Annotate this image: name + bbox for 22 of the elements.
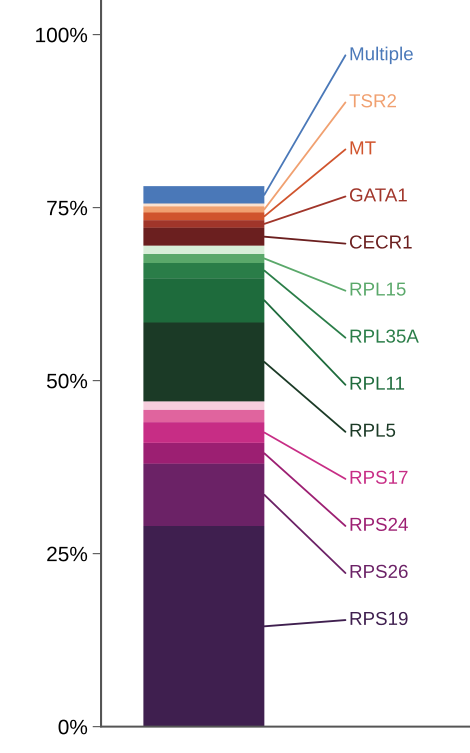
y-tick-label: 25% (47, 546, 88, 562)
bar (143, 203, 264, 206)
text: MT (350, 141, 376, 154)
y-tick-label: 50% (46, 374, 88, 388)
text: RPL15 (350, 282, 406, 296)
legend-label: CECR1 (350, 235, 412, 249)
bar (143, 401, 264, 410)
text: Multiple (350, 46, 413, 64)
text: TSR2 (349, 94, 396, 108)
text: RPS24 (350, 518, 408, 531)
text: RPS17 (350, 470, 408, 484)
text: RPL5 (350, 424, 396, 437)
text: GATA1 (350, 188, 407, 202)
y-tick-label: 100% (36, 28, 88, 42)
bar (143, 246, 264, 254)
y-tick-label: 75% (47, 200, 88, 216)
y-tick-label: 0% (58, 720, 88, 734)
bar (143, 410, 264, 422)
text: RPL11 (350, 376, 404, 390)
text: RPL35A (350, 329, 419, 343)
legend-label: RPS19 (350, 612, 408, 626)
text: RPS26 (350, 564, 408, 578)
